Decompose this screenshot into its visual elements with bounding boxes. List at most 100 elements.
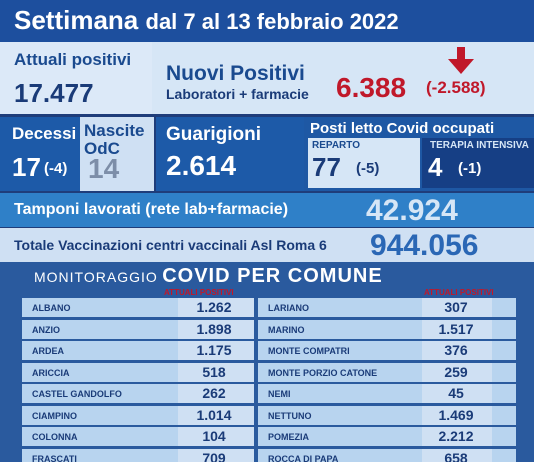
nuovi-positivi-label: Nuovi Positivi — [166, 62, 305, 85]
comune-name: MONTE COMPATRI — [268, 346, 350, 356]
decessi-card — [0, 117, 80, 191]
col-header-left: ATTUALI POSITIVI — [164, 288, 234, 297]
terapia-intensiva-label: TERAPIA INTENSIVA — [430, 140, 529, 151]
comune-row: CASTEL GANDOLFO 262 — [22, 384, 254, 403]
comune-value: 1.014 — [196, 406, 232, 423]
monitoraggio-title-small: MONITORAGGIO — [34, 269, 158, 285]
value-cell — [178, 362, 254, 382]
reparto-label: REPARTO — [312, 140, 360, 151]
value-cell — [422, 427, 492, 446]
value-cell — [178, 341, 254, 360]
comune-name: ALBANO — [32, 303, 71, 313]
tamponi-value: 42.924 — [366, 194, 458, 227]
nascite-label-line1: Nascite — [84, 121, 145, 140]
comune-value: 259 — [444, 363, 468, 380]
comune-row: ARDEA 1.175 — [22, 341, 254, 360]
nuovi-positivi-card — [152, 42, 534, 114]
comune-value: 45 — [448, 385, 464, 401]
col-header-right: ATTUALI POSITIVI — [424, 288, 494, 297]
guarigioni-value: 2.614 — [166, 150, 237, 181]
terapia-intensiva-value: 4 — [428, 152, 443, 182]
value-cell — [178, 298, 254, 317]
comune-name: ROCCA DI PAPA — [268, 453, 339, 462]
guarigioni-label: Guarigioni — [166, 124, 261, 145]
comune-value: 104 — [202, 428, 226, 444]
reparto-value: 77 — [312, 152, 341, 182]
nuovi-positivi-delta: (-2.588) — [426, 78, 486, 97]
nascite-value: 14 — [88, 153, 120, 184]
comune-row: FRASCATI 709 — [22, 448, 254, 462]
comune-value: 307 — [444, 299, 468, 315]
nascite-card — [80, 117, 154, 191]
value-cell — [422, 298, 492, 317]
comune-row: ANZIO 1.898 — [22, 319, 254, 339]
comune-row: POMEZIA 2.212 — [258, 427, 516, 446]
value-cell — [422, 405, 492, 425]
nascite-label: Nascite OdC — [84, 122, 144, 158]
value-cell — [178, 319, 254, 339]
comune-row: MONTE COMPATRI 376 — [258, 341, 516, 360]
value-cell — [422, 448, 492, 462]
nuovi-positivi-value: 6.388 — [336, 72, 407, 103]
monitoraggio-title: MONITORAGGIO COVID PER COMUNE — [34, 265, 383, 288]
vaccinazioni-value: 944.056 — [370, 229, 479, 262]
comune-row: NEMI 45 — [258, 384, 516, 403]
title-main: Settimana — [14, 5, 139, 35]
value-cell — [422, 362, 492, 382]
comune-value: 709 — [202, 449, 226, 462]
comune-row: MONTE PORZIO CATONE 259 — [258, 362, 516, 382]
comune-value: 376 — [444, 342, 468, 358]
comune-row: ARICCIA 518 — [22, 362, 254, 382]
vaccinazioni-label: Totale Vaccinazioni centri vaccinali Asl… — [14, 237, 327, 253]
comune-row: ALBANO 1.262 — [22, 298, 254, 317]
terapia-intensiva-card — [422, 138, 534, 188]
vaccinazioni-bar — [0, 228, 534, 262]
comune-row: NETTUNO 1.469 — [258, 405, 516, 425]
comune-value: 1.469 — [438, 406, 474, 423]
comune-name: FRASCATI — [32, 453, 77, 462]
value-cell — [178, 448, 254, 462]
comune-name: ARICCIA — [32, 367, 70, 378]
value-cell — [178, 384, 254, 403]
comune-name: ANZIO — [32, 324, 60, 335]
comune-name: NETTUNO — [268, 410, 312, 421]
comune-row: COLONNA 104 — [22, 427, 254, 446]
arrow-down-icon — [448, 47, 474, 74]
comune-name: POMEZIA — [268, 432, 310, 442]
value-cell — [422, 319, 492, 339]
nuovi-positivi-sublabel: Laboratori + farmacie — [166, 86, 309, 102]
comune-name: COLONNA — [32, 432, 78, 442]
comune-value: 1.898 — [196, 320, 232, 337]
decessi-label: Decessi — [12, 124, 77, 143]
tamponi-label: Tamponi lavorati (rete lab+farmacie) — [14, 201, 289, 218]
reparto-card — [308, 138, 420, 188]
value-cell — [178, 427, 254, 446]
comune-row: CIAMPINO 1.014 — [22, 405, 254, 425]
comune-value: 2.212 — [438, 428, 474, 444]
comune-name: MARINO — [268, 324, 305, 335]
value-cell — [422, 384, 492, 403]
comune-value: 262 — [202, 385, 226, 401]
comune-value: 1.517 — [438, 320, 474, 337]
comune-value: 1.175 — [196, 342, 232, 358]
terapia-intensiva-delta: (-1) — [458, 160, 482, 177]
comune-name: CIAMPINO — [32, 410, 77, 421]
comune-value: 518 — [202, 363, 226, 380]
comune-name: CASTEL GANDOLFO — [32, 389, 122, 399]
comune-name: ARDEA — [32, 346, 65, 356]
comune-name: MONTE PORZIO CATONE — [268, 367, 378, 378]
nascite-label-line2: OdC — [84, 139, 120, 158]
comune-name: NEMI — [268, 389, 291, 399]
value-cell — [178, 405, 254, 425]
comune-value: 658 — [444, 449, 468, 462]
reparto-delta: (-5) — [356, 160, 380, 177]
monitoraggio-title-big: COVID PER COMUNE — [162, 265, 383, 287]
comune-row: LARIANO 307 — [258, 298, 516, 317]
comune-row: MARINO 1.517 — [258, 319, 516, 339]
comune-value: 1.262 — [196, 299, 232, 315]
attuali-positivi-card — [0, 42, 152, 114]
title-period: dal 7 al 13 febbraio 2022 — [145, 9, 399, 34]
tamponi-bar — [0, 193, 534, 227]
guarigioni-card — [156, 117, 304, 191]
attuali-positivi-value: 17.477 — [14, 78, 94, 108]
